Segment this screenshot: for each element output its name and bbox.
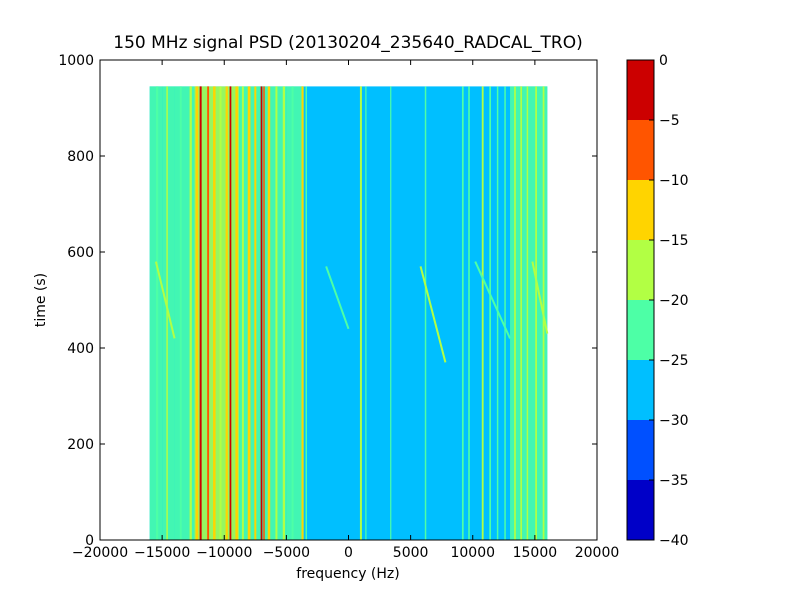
spectral-line — [461, 86, 464, 541]
spectral-line — [254, 86, 257, 541]
heatmap-band — [286, 86, 304, 541]
heatmap-layer — [149, 86, 549, 541]
x-tick-label: 0 — [344, 545, 353, 561]
colorbar-tick-label: −20 — [659, 293, 689, 309]
x-tick-label: −20000 — [72, 545, 128, 561]
colorbar-band — [627, 60, 654, 120]
spectral-line — [195, 86, 199, 541]
spectral-line — [179, 86, 182, 541]
x-tick-label: 10000 — [450, 545, 495, 561]
x-tick-label: −15000 — [134, 545, 190, 561]
heatmap-band — [194, 86, 240, 541]
spectral-line — [305, 86, 308, 541]
colorbar-band — [627, 360, 654, 420]
heatmap-band — [239, 86, 287, 541]
spectral-line — [514, 86, 516, 541]
drifting-track — [419, 266, 447, 363]
drifting-track — [325, 266, 350, 330]
x-tick-label: 15000 — [513, 545, 558, 561]
spectral-line — [291, 86, 294, 541]
drifting-track — [154, 261, 176, 339]
y-axis: 0 200 400 600 800 1000 — [58, 53, 597, 549]
colorbar-band — [627, 240, 654, 300]
colorbar-band — [627, 420, 654, 480]
colorbar-band — [627, 180, 654, 240]
heatmap-band — [510, 86, 523, 541]
spectral-line — [219, 86, 222, 541]
spectral-line — [189, 86, 192, 541]
spectral-line — [241, 86, 244, 541]
spectral-line — [282, 86, 286, 541]
colorbar-tick-label: −5 — [659, 113, 680, 129]
y-tick-label: 200 — [67, 437, 94, 453]
y-axis-label: time (s) — [33, 273, 49, 327]
chart-title: 150 MHz signal PSD (20130204_235640_RADC… — [113, 33, 582, 53]
spectral-line — [235, 86, 238, 541]
colorbar-tick-label: −35 — [659, 473, 689, 489]
spectral-line — [390, 86, 392, 541]
spectral-line — [365, 86, 367, 541]
colorbar-tick-label: −30 — [659, 413, 689, 429]
spectral-line — [213, 86, 216, 541]
spectral-line — [156, 86, 159, 541]
plot-area — [99, 59, 598, 541]
colorbar-tick-label: −40 — [659, 533, 689, 549]
x-tick-label: 20000 — [575, 545, 620, 561]
spectral-line — [526, 86, 529, 541]
colorbar: 0 −5 −10 −15 −20 −25 −30 −35 −40 — [626, 53, 689, 549]
spectral-line — [535, 86, 537, 541]
spectral-line — [359, 86, 362, 541]
spectral-line — [225, 86, 228, 541]
y-tick-label: 0 — [85, 533, 94, 549]
spectral-line — [275, 86, 278, 541]
colorbar-tick-label: −15 — [659, 233, 689, 249]
spectral-line — [229, 86, 232, 541]
y-tick-label: 800 — [67, 149, 94, 165]
spectral-line — [166, 86, 168, 541]
spectral-line — [481, 86, 484, 541]
spectral-line — [489, 86, 492, 541]
spectral-line — [207, 86, 210, 541]
spectral-line — [260, 86, 263, 541]
x-tick-label: −5000 — [263, 545, 310, 561]
colorbar-tick-label: −10 — [659, 173, 689, 189]
colorbar-band — [627, 480, 654, 540]
spectral-line — [424, 86, 427, 541]
x-tick-label: 5000 — [393, 545, 429, 561]
y-tick-label: 1000 — [58, 53, 94, 69]
heatmap-band — [174, 86, 195, 541]
x-axis: −20000 −15000 −10000 −5000 0 5000 10000 15000 20… — [72, 60, 619, 561]
spectral-line — [263, 86, 265, 541]
spectral-line — [247, 86, 251, 541]
heatmap-band — [149, 86, 163, 541]
spectral-line — [468, 86, 470, 541]
spectral-line — [267, 86, 271, 541]
drifting-track — [531, 261, 549, 334]
spectral-line — [504, 86, 506, 541]
colorbar-tick-label: 0 — [659, 53, 668, 69]
y-tick-label: 400 — [67, 341, 94, 357]
y-tick-label: 600 — [67, 245, 94, 261]
x-axis-label: frequency (Hz) — [296, 566, 399, 582]
x-tick-label: −10000 — [196, 545, 252, 561]
spectral-line — [520, 86, 523, 541]
colorbar-band — [627, 300, 654, 360]
colorbar-band — [627, 120, 654, 180]
drifting-track — [474, 261, 511, 339]
colorbar-tick-label: −25 — [659, 353, 689, 369]
spectral-line — [199, 86, 202, 541]
spectral-line — [301, 86, 304, 541]
